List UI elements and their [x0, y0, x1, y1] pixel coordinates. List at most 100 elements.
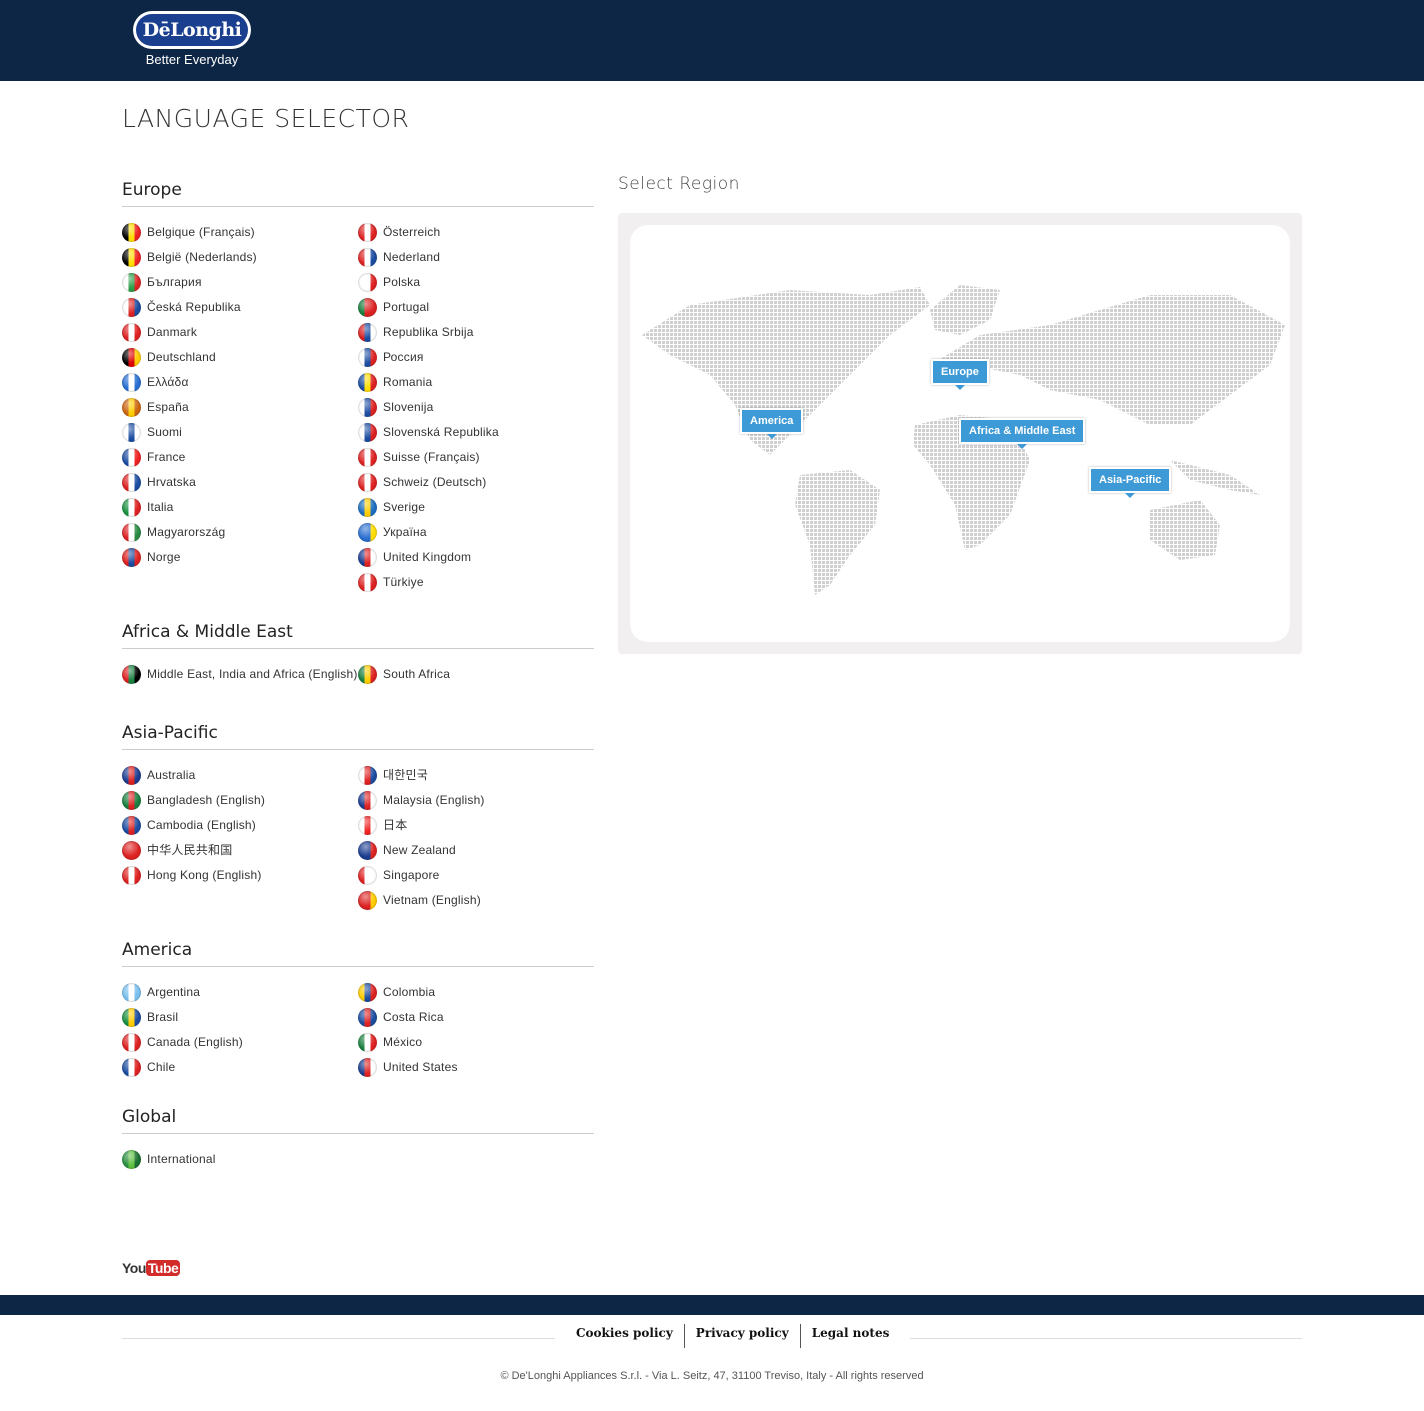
country-link[interactable]: Canada (English): [122, 1033, 358, 1060]
country-link[interactable]: Österreich: [358, 223, 594, 250]
legal-notes-link[interactable]: Legal notes: [811, 1326, 890, 1340]
country-link[interactable]: Slovenská Republika: [358, 423, 594, 450]
country-link[interactable]: Sverige: [358, 498, 594, 525]
country-link[interactable]: International: [122, 1150, 358, 1177]
country-link[interactable]: México: [358, 1033, 594, 1060]
flag-icon: [358, 866, 377, 885]
country-label: Nederland: [383, 250, 441, 264]
region-section: Europe Belgique (Français) België (Nederla…: [122, 180, 594, 600]
country-link[interactable]: Hong Kong (English): [122, 866, 358, 893]
country-link[interactable]: Polska: [358, 273, 594, 300]
country-link[interactable]: Middle East, India and Africa (English): [122, 665, 358, 701]
map-pin-africa-middle-east[interactable]: Africa & Middle East: [959, 418, 1086, 449]
country-link[interactable]: Romania: [358, 373, 594, 400]
country-link[interactable]: Chile: [122, 1058, 358, 1085]
flag-icon: [122, 983, 141, 1002]
country-link[interactable]: Portugal: [358, 298, 594, 325]
country-link[interactable]: Hrvatska: [122, 473, 358, 500]
map-pin-america[interactable]: America: [740, 408, 804, 439]
country-link[interactable]: Česká Republika: [122, 298, 358, 325]
country-label: Suomi: [147, 425, 183, 439]
select-region-title: Select Region: [618, 174, 740, 194]
country-link[interactable]: Россия: [358, 348, 594, 375]
country-label: Österreich: [383, 225, 441, 239]
country-link[interactable]: Norge: [122, 548, 358, 575]
country-link[interactable]: United Kingdom: [358, 548, 594, 575]
country-link[interactable]: 日本: [358, 816, 594, 843]
country-link[interactable]: United States: [358, 1058, 594, 1085]
youtube-logo-you: You: [122, 1260, 146, 1276]
country-label: Singapore: [383, 868, 440, 882]
country-link[interactable]: South Africa: [358, 665, 594, 692]
country-link[interactable]: Singapore: [358, 866, 594, 893]
region-heading: America: [122, 940, 594, 967]
country-link[interactable]: Bangladesh (English): [122, 791, 358, 818]
country-link[interactable]: Україна: [358, 523, 594, 550]
country-label: Hrvatska: [147, 475, 196, 489]
cookies-policy-link[interactable]: Cookies policy: [565, 1324, 685, 1348]
region-section: Asia-Pacific Australia Bangladesh (English…: [122, 723, 594, 918]
country-label: Portugal: [383, 300, 430, 314]
country-link[interactable]: Republika Srbija: [358, 323, 594, 350]
country-link[interactable]: Danmark: [122, 323, 358, 350]
flag-icon: [358, 791, 377, 810]
flag-icon: [358, 1008, 377, 1027]
country-link[interactable]: Türkiye: [358, 573, 594, 600]
country-link[interactable]: Cambodia (English): [122, 816, 358, 843]
region-heading: Global: [122, 1107, 594, 1134]
country-link[interactable]: 대한민국: [358, 766, 594, 793]
country-link[interactable]: 中华人民共和国: [122, 841, 358, 868]
flag-icon: [358, 398, 377, 417]
flag-icon: [122, 816, 141, 835]
region-section: Global International: [122, 1107, 594, 1177]
country-label: Ελλάδα: [147, 375, 189, 389]
country-label: Sverige: [383, 500, 426, 514]
flag-icon: [358, 665, 377, 684]
country-link[interactable]: België (Nederlands): [122, 248, 358, 275]
country-link[interactable]: Australia: [122, 766, 358, 793]
country-link[interactable]: New Zealand: [358, 841, 594, 868]
country-label: International: [147, 1152, 216, 1166]
country-link[interactable]: Colombia: [358, 983, 594, 1010]
country-label: Brasil: [147, 1010, 179, 1024]
delonghi-logo[interactable]: DēLonghi Better Everyday: [133, 11, 251, 69]
country-link[interactable]: Suisse (Français): [358, 448, 594, 475]
country-link[interactable]: Magyarország: [122, 523, 358, 550]
country-link[interactable]: Brasil: [122, 1008, 358, 1035]
youtube-link[interactable]: You Tube: [122, 1260, 181, 1276]
country-link[interactable]: Deutschland: [122, 348, 358, 375]
map-pin-asia-pacific[interactable]: Asia-Pacific: [1089, 467, 1172, 498]
flag-icon: [122, 448, 141, 467]
country-link[interactable]: Nederland: [358, 248, 594, 275]
country-link[interactable]: Schweiz (Deutsch): [358, 473, 594, 500]
country-link[interactable]: Slovenija: [358, 398, 594, 425]
country-label: България: [147, 275, 202, 289]
country-link[interactable]: Ελλάδα: [122, 373, 358, 400]
country-link[interactable]: Suomi: [122, 423, 358, 450]
country-link[interactable]: France: [122, 448, 358, 475]
country-label: Slovenská Republika: [383, 425, 499, 439]
country-label: Україна: [383, 525, 427, 539]
flag-icon: [358, 248, 377, 267]
country-link[interactable]: Argentina: [122, 983, 358, 1010]
map-pin-europe[interactable]: Europe: [931, 359, 989, 390]
flag-icon: [122, 523, 141, 542]
flag-icon: [358, 548, 377, 567]
flag-icon: [358, 498, 377, 517]
flag-icon: [358, 1033, 377, 1052]
country-link[interactable]: България: [122, 273, 358, 300]
country-link[interactable]: Costa Rica: [358, 1008, 594, 1035]
country-link[interactable]: Italia: [122, 498, 358, 525]
privacy-policy-link[interactable]: Privacy policy: [685, 1324, 801, 1348]
flag-icon: [122, 1058, 141, 1077]
country-link[interactable]: España: [122, 398, 358, 425]
flag-icon: [358, 298, 377, 317]
country-link[interactable]: Malaysia (English): [358, 791, 594, 818]
flag-icon: [358, 448, 377, 467]
country-link[interactable]: Vietnam (English): [358, 891, 594, 918]
country-label: 日本: [383, 818, 408, 832]
country-link[interactable]: Belgique (Français): [122, 223, 358, 250]
country-label: Republika Srbija: [383, 325, 474, 339]
country-label: Suisse (Français): [383, 450, 480, 464]
country-label: Vietnam (English): [383, 893, 481, 907]
